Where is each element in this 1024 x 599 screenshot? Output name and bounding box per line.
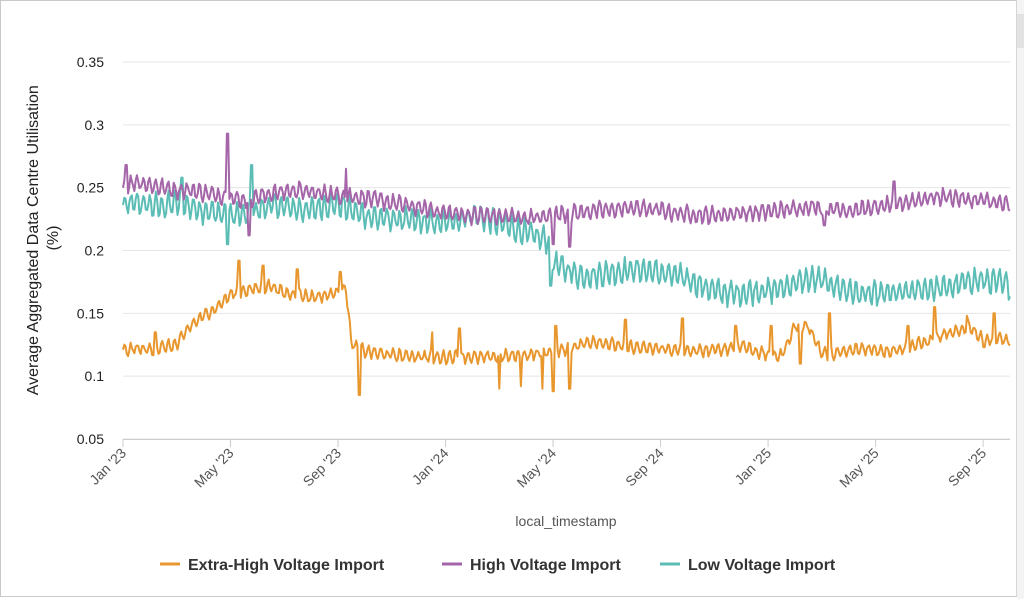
x-tick-label: Sep '23 xyxy=(300,445,345,490)
x-tick-label: Sep '25 xyxy=(945,445,990,490)
legend-label: High Voltage Import xyxy=(470,557,621,574)
legend-label: Low Voltage Import xyxy=(688,557,836,574)
legend-item[interactable]: Low Voltage Import xyxy=(660,557,836,574)
series-line-extra-high-voltage-import[interactable] xyxy=(122,259,1011,396)
legend-item[interactable]: High Voltage Import xyxy=(442,557,621,574)
scrollbar-edge[interactable] xyxy=(1017,0,1024,599)
y-axis-title-line2: (%) xyxy=(45,226,62,251)
y-tick-label: 0.2 xyxy=(85,243,105,259)
y-axis-title-line1: Average Aggregated Data Centre Utilisati… xyxy=(25,85,42,395)
y-tick-label: 0.1 xyxy=(85,368,105,384)
x-axis: Jan '23 May '23 Sep '23 Jan '24 May '24 Sep '… xyxy=(86,439,1010,490)
x-axis-title: local_timestamp xyxy=(515,513,616,529)
legend-item[interactable]: Extra-High Voltage Import xyxy=(160,557,385,574)
legend: Extra-High Voltage Import High Voltage Im… xyxy=(160,557,836,574)
x-tick-label: Jan '24 xyxy=(409,445,452,488)
scrollbar-edge-tab[interactable] xyxy=(1017,14,1024,48)
y-axis: 0.05 0.1 0.15 0.2 0.25 0.3 0.35 xyxy=(77,54,104,447)
x-tick-label: May '25 xyxy=(836,445,882,491)
x-tick-label: Sep '24 xyxy=(622,445,667,490)
y-tick-label: 0.25 xyxy=(77,180,104,196)
x-tick-label: May '23 xyxy=(191,445,237,491)
y-axis-title: Average Aggregated Data Centre Utilisati… xyxy=(25,81,62,396)
plot-area xyxy=(122,132,1011,396)
legend-label: Extra-High Voltage Import xyxy=(188,557,385,574)
series-line-low-voltage-import[interactable] xyxy=(122,164,1011,309)
y-tick-label: 0.15 xyxy=(77,305,104,321)
series-line-high-voltage-import[interactable] xyxy=(122,132,1011,248)
y-tick-label: 0.35 xyxy=(77,54,104,70)
x-tick-label: Jan '23 xyxy=(86,445,129,488)
grid-lines xyxy=(123,61,1010,440)
x-tick-label: Jan '25 xyxy=(731,445,774,488)
x-tick-label: May '24 xyxy=(514,445,560,491)
y-tick-label: 0.3 xyxy=(85,117,105,133)
y-tick-label: 0.05 xyxy=(77,431,104,447)
